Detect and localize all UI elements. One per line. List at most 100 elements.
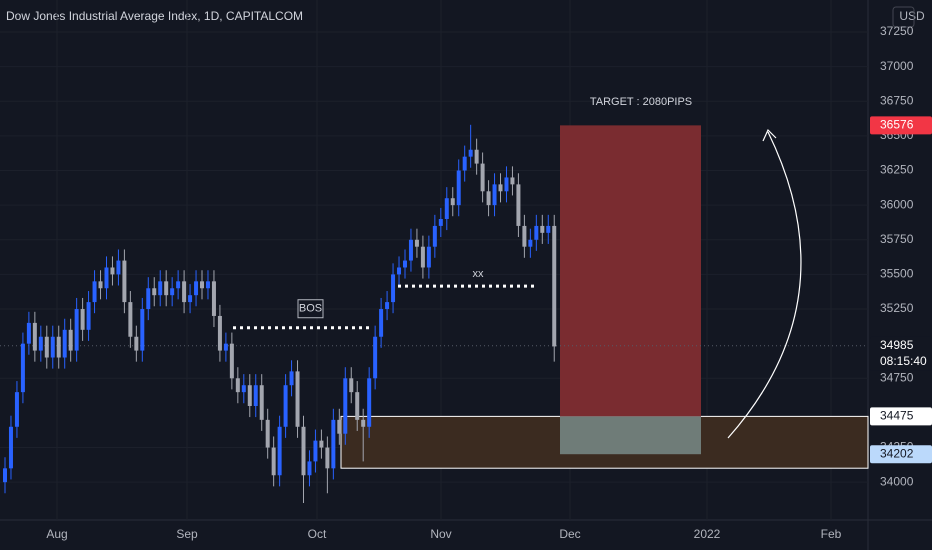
candle-body [510, 177, 515, 185]
candle-body [486, 191, 491, 206]
candle-body [164, 281, 169, 296]
y-tick-label: 36750 [880, 93, 914, 107]
candle-body [32, 322, 37, 351]
y-tick-label: 35250 [880, 301, 914, 315]
candle-body [462, 156, 467, 171]
y-tick-label: 35500 [880, 267, 914, 281]
candle-body [343, 378, 348, 434]
candle-body [86, 302, 91, 330]
candle-body [295, 371, 300, 427]
candle-body [540, 225, 545, 233]
x-tick-label: Oct [308, 527, 327, 541]
candle-body [289, 371, 294, 386]
y-tick-label: 37250 [880, 24, 914, 38]
candle-body [367, 378, 372, 427]
candle-body [373, 336, 378, 379]
chart-title: Dow Jones Industrial Average Index, 1D, … [6, 9, 303, 23]
candle-body [408, 239, 413, 261]
candle-body [456, 170, 461, 206]
candle-body [68, 329, 73, 351]
candle-body [223, 343, 228, 351]
bos-label: BOS [299, 303, 322, 315]
price-label-box [870, 116, 932, 135]
candle-body [241, 385, 246, 393]
candle-body [391, 274, 396, 303]
x-tick-label: Sep [176, 527, 198, 541]
candle-body [217, 315, 222, 351]
candle-body [158, 281, 163, 296]
y-tick-label: 35750 [880, 232, 914, 246]
candle-body [128, 302, 133, 337]
candle-body [480, 163, 485, 192]
candle-body [522, 225, 527, 247]
candle-body [414, 239, 419, 247]
candle-body [50, 336, 55, 358]
candle-body [229, 343, 234, 379]
candle-body [271, 447, 276, 476]
candle-body [3, 468, 7, 483]
candle-body [38, 336, 43, 351]
y-tick-label: 37000 [880, 59, 914, 73]
candle-body [546, 225, 551, 233]
candle-body [379, 309, 384, 337]
candle-body [432, 225, 437, 247]
y-tick-label: 34750 [880, 370, 914, 384]
candle-body [176, 281, 181, 289]
price-label: 34202 [880, 446, 914, 460]
candle-body [498, 184, 503, 192]
arrow-head [762, 128, 777, 142]
candle-body [426, 246, 431, 268]
candle-body [277, 426, 282, 476]
candle-body [492, 184, 497, 206]
y-tick-label: 36250 [880, 163, 914, 177]
target-zone [560, 125, 701, 417]
candle-body [194, 281, 199, 296]
x-tick-label: Dec [559, 527, 580, 541]
candle-body [62, 329, 67, 358]
candle-body [98, 281, 103, 289]
candle-body [319, 440, 324, 448]
candle-body [182, 281, 187, 303]
price-label-box [870, 445, 932, 464]
candle-body [152, 288, 157, 296]
candle-body [14, 392, 19, 427]
candle-body [92, 281, 97, 303]
candle-body [8, 426, 13, 469]
candle-body [56, 336, 61, 358]
candle-body [80, 309, 85, 330]
candle-body [253, 385, 258, 406]
candle-body [247, 385, 252, 406]
candle-body [188, 295, 193, 303]
candle-body [116, 260, 121, 275]
countdown: 08:15:40 [880, 354, 927, 368]
candle-body [450, 198, 455, 206]
candle-body [349, 378, 354, 393]
currency-box [892, 6, 915, 28]
candle-body [122, 260, 127, 303]
candle-body [444, 198, 449, 219]
x-tick-label: Aug [46, 527, 67, 541]
candle-body [26, 322, 31, 344]
y-tick-label: 36000 [880, 197, 914, 211]
candle-body [474, 149, 479, 164]
candle-body [235, 378, 240, 393]
x-tick-label: Nov [430, 527, 451, 541]
candle-body [104, 267, 109, 289]
price-label: 34475 [880, 409, 914, 423]
candle-body [468, 149, 473, 157]
candle-body [355, 392, 360, 420]
candle-body [504, 177, 509, 192]
candle-body [44, 336, 49, 358]
target-label: TARGET : 2080PIPS [590, 96, 692, 108]
candle-body [74, 309, 79, 351]
price-label-box [870, 336, 932, 371]
candle-body [325, 447, 330, 469]
candle-body [20, 343, 25, 393]
candle-body [528, 239, 533, 247]
candle-body [170, 288, 175, 296]
candle-body [134, 336, 139, 351]
candle-body [205, 281, 210, 289]
candle-body [283, 385, 288, 427]
candle-body [200, 281, 205, 289]
